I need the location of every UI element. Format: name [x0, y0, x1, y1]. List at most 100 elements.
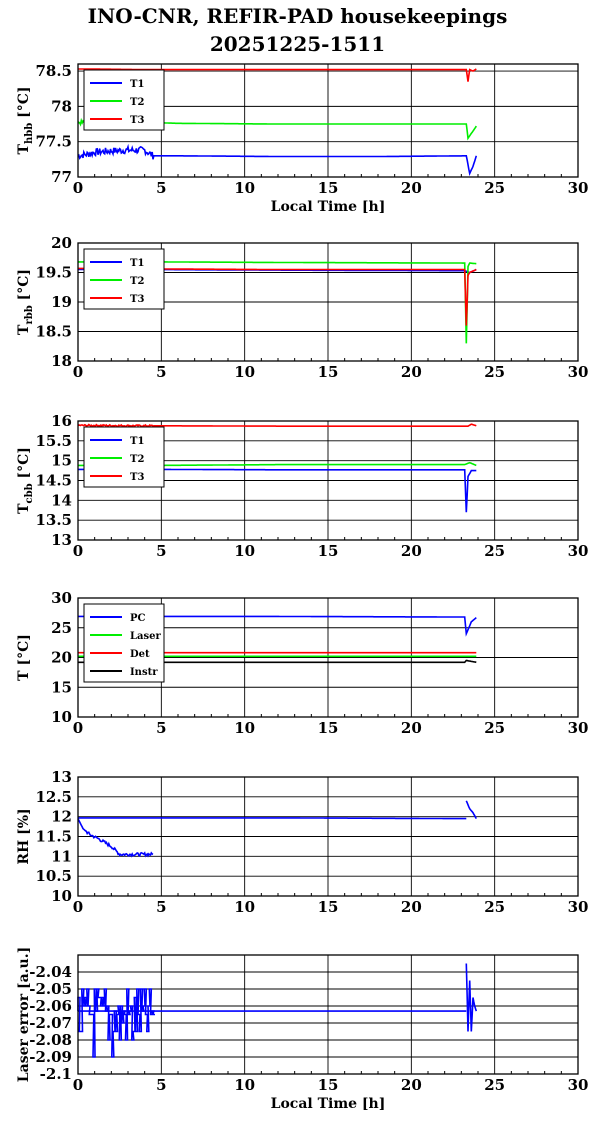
x-tick-label: 15 — [318, 719, 339, 737]
y-tick-label: 13.5 — [35, 511, 72, 529]
plot-frame — [77, 420, 579, 541]
y-axis-label: Tcbb [°C] — [16, 447, 35, 514]
y-tick-label: 15.5 — [35, 432, 72, 450]
x-tick-label: 30 — [568, 179, 589, 197]
legend-label: Instr — [130, 667, 158, 678]
y-tick-label: 18.5 — [35, 323, 72, 341]
x-tick-label: 25 — [484, 363, 505, 381]
series-line-T1 — [77, 143, 478, 177]
legend-label: T1 — [130, 79, 144, 90]
y-tick-label: 10 — [51, 887, 72, 905]
series-line-6-2 — [465, 963, 478, 1032]
series-line-5-2 — [78, 817, 467, 820]
y-tick-label: 11 — [51, 847, 72, 865]
x-tick-label: 0 — [73, 363, 83, 381]
x-tick-label: 5 — [156, 898, 166, 916]
x-tick-label: 0 — [73, 1076, 83, 1094]
legend-label: PC — [130, 613, 146, 624]
x-tick-label: 30 — [568, 542, 589, 560]
series-line-T3 — [77, 423, 477, 428]
y-tick-label: 20 — [51, 234, 72, 252]
y-tick-label: 15 — [51, 452, 72, 470]
legend-label: T1 — [130, 258, 144, 269]
x-tick-label: 5 — [156, 1076, 166, 1094]
y-tick-label: -2.09 — [29, 1048, 72, 1066]
series-spikes — [77, 988, 155, 1058]
y-axis-label: Thbb [°C] — [16, 87, 35, 155]
y-tick-label: 14.5 — [35, 472, 72, 490]
legend: PC Laser Det Instr — [83, 603, 165, 683]
legend-label: Laser — [130, 631, 162, 642]
x-tick-label: 0 — [73, 179, 83, 197]
legend-label: T3 — [130, 294, 144, 305]
x-tick-label: 20 — [401, 363, 422, 381]
plot-frame — [77, 776, 579, 897]
y-tick-label: 30 — [51, 589, 72, 607]
x-axis-label: Local Time [h] — [271, 199, 386, 215]
y-tick-label: -2.07 — [29, 1014, 72, 1032]
x-tick-label: 0 — [73, 542, 83, 560]
x-tick-label: 10 — [234, 179, 255, 197]
y-tick-label: 12 — [51, 808, 72, 826]
y-tick-label: 11.5 — [35, 828, 72, 846]
y-tick-label: 13 — [51, 768, 72, 786]
y-tick-label: 12.5 — [35, 788, 72, 806]
x-tick-label: 25 — [484, 1076, 505, 1094]
x-tick-label: 20 — [401, 542, 422, 560]
x-tick-label: 25 — [484, 719, 505, 737]
y-tick-label: 13 — [51, 531, 72, 549]
x-tick-label: 0 — [73, 898, 83, 916]
x-tick-label: 25 — [484, 179, 505, 197]
x-tick-label: 5 — [156, 719, 166, 737]
x-tick-label: 15 — [318, 179, 339, 197]
x-tick-label: 10 — [234, 719, 255, 737]
legend-label: Det — [130, 649, 150, 660]
x-tick-label: 15 — [318, 542, 339, 560]
x-tick-label: 20 — [401, 719, 422, 737]
y-tick-label: -2.05 — [29, 980, 72, 998]
y-tick-label: 20 — [51, 649, 72, 667]
x-tick-label: 30 — [568, 363, 589, 381]
legend-label: T3 — [130, 115, 144, 126]
legend-label: T2 — [130, 276, 144, 287]
y-tick-label: 18 — [51, 352, 72, 370]
y-axis-label: Trbb [°C] — [16, 269, 35, 335]
y-tick-label: 19.5 — [35, 264, 72, 282]
chart-title: INO-CNR, REFIR-PAD housekeepings — [87, 4, 508, 28]
chart-panel-1: 77 77.5 78 78.5 0 5 10 15 20 25 30 Thbb [°C] Local T… — [16, 62, 588, 215]
y-tick-label: -2.08 — [29, 1031, 72, 1049]
y-tick-label: 14 — [51, 491, 72, 509]
legend-label: T2 — [130, 454, 144, 465]
x-tick-label: 20 — [401, 1076, 422, 1094]
x-tick-label: 30 — [568, 1076, 589, 1094]
legend: T1 T2 T3 — [83, 69, 165, 131]
legend-label: T3 — [130, 472, 144, 483]
x-tick-label: 25 — [484, 542, 505, 560]
legend: T1 T2 T3 — [83, 426, 165, 488]
chart-panel-6: -2.1-2.09-2.08-2.07-2.06-2.05-2.04 0 5 10 15… — [16, 947, 588, 1112]
series-line-5-1 — [77, 818, 154, 858]
x-tick-label: 15 — [318, 363, 339, 381]
x-tick-label: 0 — [73, 719, 83, 737]
y-tick-label: 78.5 — [35, 62, 72, 80]
chart-panel-4: 10 15 20 25 30 0 5 10 15 20 25 30 T [°C] PC Laser Det In… — [16, 589, 588, 737]
x-tick-label: 15 — [318, 898, 339, 916]
legend-label: T1 — [130, 436, 144, 447]
y-tick-label: -2.1 — [40, 1065, 72, 1083]
x-tick-label: 5 — [156, 363, 166, 381]
y-tick-label: 77 — [51, 168, 72, 186]
y-tick-label: -2.04 — [29, 963, 72, 981]
y-tick-label: 10.5 — [35, 867, 72, 885]
legend: T1 T2 T3 — [83, 248, 165, 310]
legend-label: T2 — [130, 97, 144, 108]
x-tick-label: 25 — [484, 898, 505, 916]
y-tick-label: 19 — [51, 293, 72, 311]
y-axis-label: Laser error [a.u.] — [16, 947, 32, 1082]
y-tick-label: 16 — [51, 412, 72, 430]
y-tick-label: 77.5 — [35, 133, 72, 151]
x-tick-label: 10 — [234, 542, 255, 560]
x-axis-label: Local Time [h] — [271, 1096, 386, 1112]
